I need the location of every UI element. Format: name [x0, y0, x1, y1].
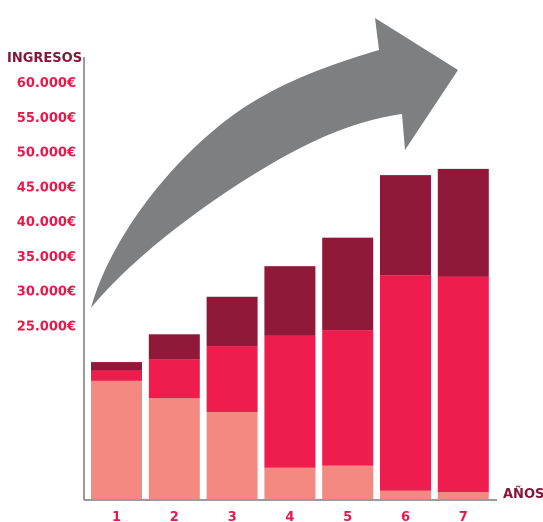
- bar-segment: [148, 398, 200, 499]
- bar-segment: [148, 359, 200, 399]
- bar-segment: [322, 465, 374, 499]
- x-tick-label: 5: [343, 510, 352, 522]
- y-tick-label: 55.000€: [17, 111, 76, 126]
- bar-segment: [206, 296, 258, 347]
- trend-arrow-icon: [91, 18, 458, 308]
- bar-segment: [264, 335, 316, 468]
- bar-segment: [148, 334, 200, 360]
- bar-segment: [264, 266, 316, 336]
- x-axis-title: AÑOS: [503, 486, 543, 502]
- bar-segment: [206, 346, 258, 413]
- y-tick-label: 30.000€: [17, 285, 76, 300]
- x-tick-label: 7: [459, 510, 468, 522]
- y-tick-label: 60.000€: [17, 76, 76, 91]
- y-tick-labels: 25.000€ 30.000€ 35.000€ 40.000€ 45.000€ 50.00…: [17, 76, 76, 334]
- y-tick-label: 25.000€: [17, 319, 76, 334]
- bar-segment: [91, 380, 142, 499]
- bar-group: [91, 168, 489, 499]
- x-tick-label: 3: [228, 510, 237, 522]
- bar-segment: [322, 237, 374, 331]
- x-tick-labels: 1 2 3 4 5 6 7: [112, 510, 468, 522]
- bar-segment: [380, 275, 431, 491]
- x-tick-label: 2: [170, 510, 179, 522]
- bar-segment: [91, 362, 142, 371]
- y-axis-title: INGRESOS: [7, 51, 82, 66]
- bar-segment: [380, 175, 431, 276]
- bar-segment: [437, 276, 489, 493]
- y-tick-label: 50.000€: [17, 146, 76, 161]
- bar-segment: [437, 168, 489, 277]
- y-tick-label: 45.000€: [17, 180, 76, 195]
- bar-segment: [322, 330, 374, 466]
- bar-segment: [380, 490, 431, 499]
- x-tick-label: 4: [285, 510, 294, 522]
- bar-segment: [264, 467, 316, 499]
- x-tick-label: 6: [401, 510, 410, 522]
- bar-segment: [91, 370, 142, 381]
- x-tick-label: 1: [112, 510, 121, 522]
- y-tick-label: 35.000€: [17, 250, 76, 265]
- bar-segment: [437, 492, 489, 499]
- y-tick-label: 40.000€: [17, 215, 76, 230]
- bar-segment: [206, 412, 258, 499]
